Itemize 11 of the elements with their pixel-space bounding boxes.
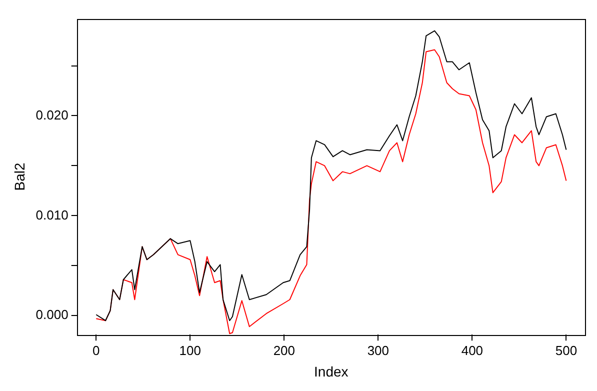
x-tick-label: 100: [179, 342, 201, 358]
x-tick-label: 300: [367, 342, 390, 358]
x-tick-label: 200: [273, 342, 296, 358]
y-axis-title: Bal2: [11, 162, 28, 191]
y-tick-label: 0.000: [36, 307, 68, 322]
x-tick-label: 0: [92, 342, 100, 358]
x-tick-label: 400: [461, 342, 484, 358]
y-tick-label: 0.020: [36, 107, 68, 122]
x-axis-title: Index: [314, 363, 348, 380]
x-tick-label: 500: [555, 342, 578, 358]
y-tick-label: 0.010: [36, 207, 68, 222]
